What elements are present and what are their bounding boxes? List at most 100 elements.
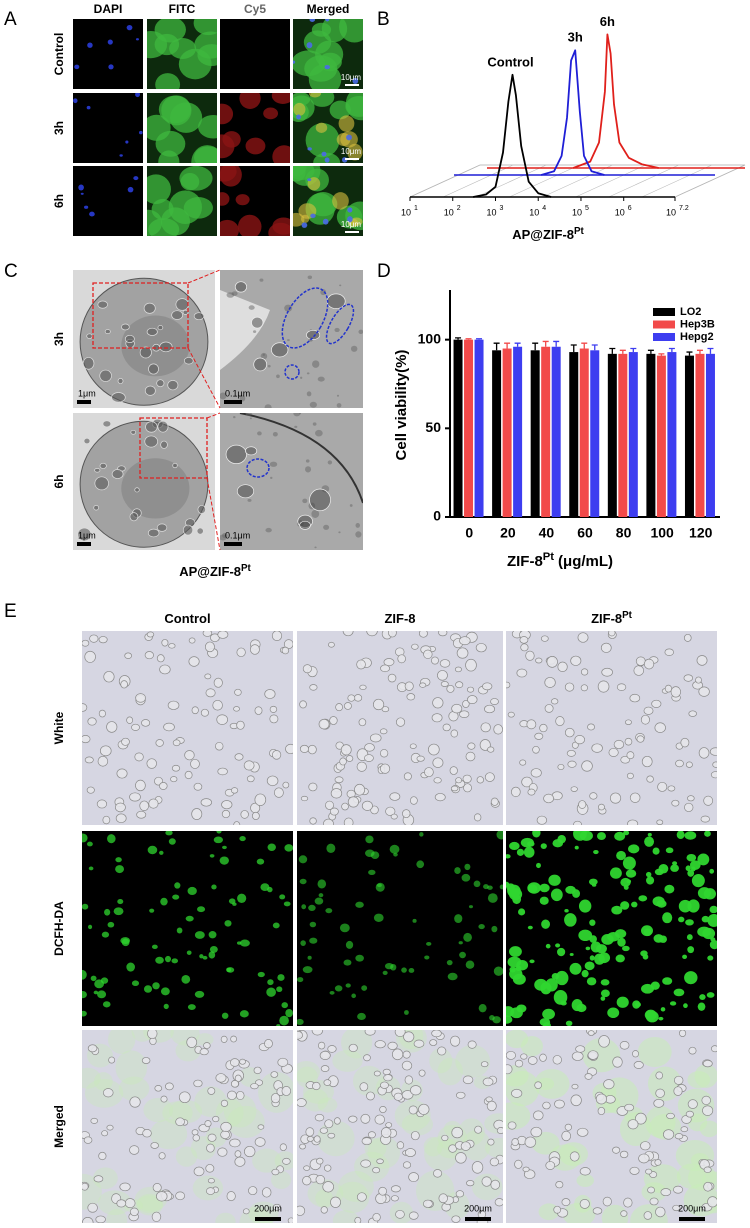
cell: [308, 904, 316, 912]
cell: [271, 93, 290, 104]
cell: [135, 779, 146, 792]
cell: [272, 922, 280, 929]
cell: [328, 641, 335, 648]
error-bar: [619, 349, 626, 354]
cell: [107, 921, 115, 928]
cell: [246, 775, 255, 783]
cell: [253, 357, 268, 372]
text-part: ZIF-8: [591, 611, 622, 626]
cell: [554, 1099, 565, 1109]
cell: [135, 693, 146, 703]
cell: [312, 1081, 321, 1091]
cell: [271, 1170, 292, 1190]
cell: [687, 946, 695, 954]
cell: [207, 1087, 216, 1095]
cell: [620, 1210, 628, 1217]
cell: [305, 123, 340, 158]
cell: [167, 380, 179, 391]
cell: [561, 1198, 571, 1207]
x-tick-label: 80: [616, 525, 632, 541]
cell: [688, 1046, 697, 1055]
cell: [316, 1157, 324, 1165]
cell: [269, 461, 278, 467]
cell: [248, 1186, 258, 1196]
error-bar: [630, 347, 637, 353]
bar: [474, 339, 484, 517]
cell: [163, 722, 175, 732]
cell: [190, 758, 200, 769]
cell: [433, 777, 442, 784]
cell: [129, 1096, 141, 1108]
cell: [215, 1073, 227, 1083]
cell: [220, 392, 227, 400]
cell: [270, 1093, 281, 1104]
cell: [486, 1100, 497, 1112]
cell: [341, 802, 349, 811]
cell: [424, 955, 430, 960]
cell: [343, 702, 352, 710]
cell: [367, 1131, 376, 1139]
cell: [385, 1122, 393, 1128]
cell: [314, 897, 324, 905]
panel-letter: E: [4, 601, 17, 622]
cell: [627, 819, 639, 825]
cell: [293, 50, 326, 77]
cell: [380, 1127, 392, 1138]
cell: [271, 1168, 280, 1176]
cell: [409, 743, 417, 749]
cell: [434, 793, 446, 802]
cell: [294, 425, 298, 428]
cell: [671, 799, 680, 807]
cell: [347, 694, 356, 702]
cell: [518, 908, 526, 916]
cell: [663, 1129, 675, 1140]
cell: [345, 93, 363, 121]
micrograph: [220, 166, 290, 236]
cell: [446, 960, 453, 966]
cell: [539, 1053, 547, 1062]
cell: [152, 982, 160, 990]
cell: [555, 970, 569, 986]
cell: [564, 909, 569, 913]
cell: [404, 1075, 414, 1085]
cell: [552, 1055, 562, 1065]
cell: [234, 1150, 242, 1158]
cell: [171, 958, 179, 964]
cell: [220, 166, 237, 182]
cell: [202, 631, 213, 637]
cell: [126, 716, 134, 724]
cell: [150, 1142, 159, 1149]
cell: [512, 973, 526, 985]
cell: [187, 1004, 196, 1010]
membrane: [239, 413, 363, 504]
cell: [102, 1088, 114, 1098]
error-bar: [581, 342, 588, 349]
cell: [624, 1103, 635, 1112]
cell: [192, 1175, 224, 1201]
cell: [569, 962, 582, 975]
cell: [309, 19, 316, 22]
cell: [516, 668, 528, 678]
cell: [682, 954, 688, 959]
cell: [334, 327, 340, 333]
cell: [309, 401, 317, 408]
cell: [254, 793, 267, 806]
cell: [625, 869, 637, 878]
series-label: 6h: [600, 14, 615, 29]
micrograph: [506, 631, 717, 825]
cell: [199, 954, 204, 959]
bar: [579, 348, 589, 517]
cell: [142, 1129, 152, 1138]
cell: [463, 932, 472, 942]
cell: [329, 716, 338, 725]
cell: [530, 1126, 543, 1138]
cell: [300, 376, 303, 379]
cell: [220, 1121, 232, 1133]
cell: [581, 969, 589, 978]
cell: [269, 705, 278, 713]
y-tick-label: 50: [425, 419, 441, 435]
cell: [161, 639, 169, 647]
x-axis-label: ZIF-8Pt (μg/mL): [507, 551, 613, 570]
cell: [418, 631, 428, 638]
cell: [156, 654, 165, 663]
